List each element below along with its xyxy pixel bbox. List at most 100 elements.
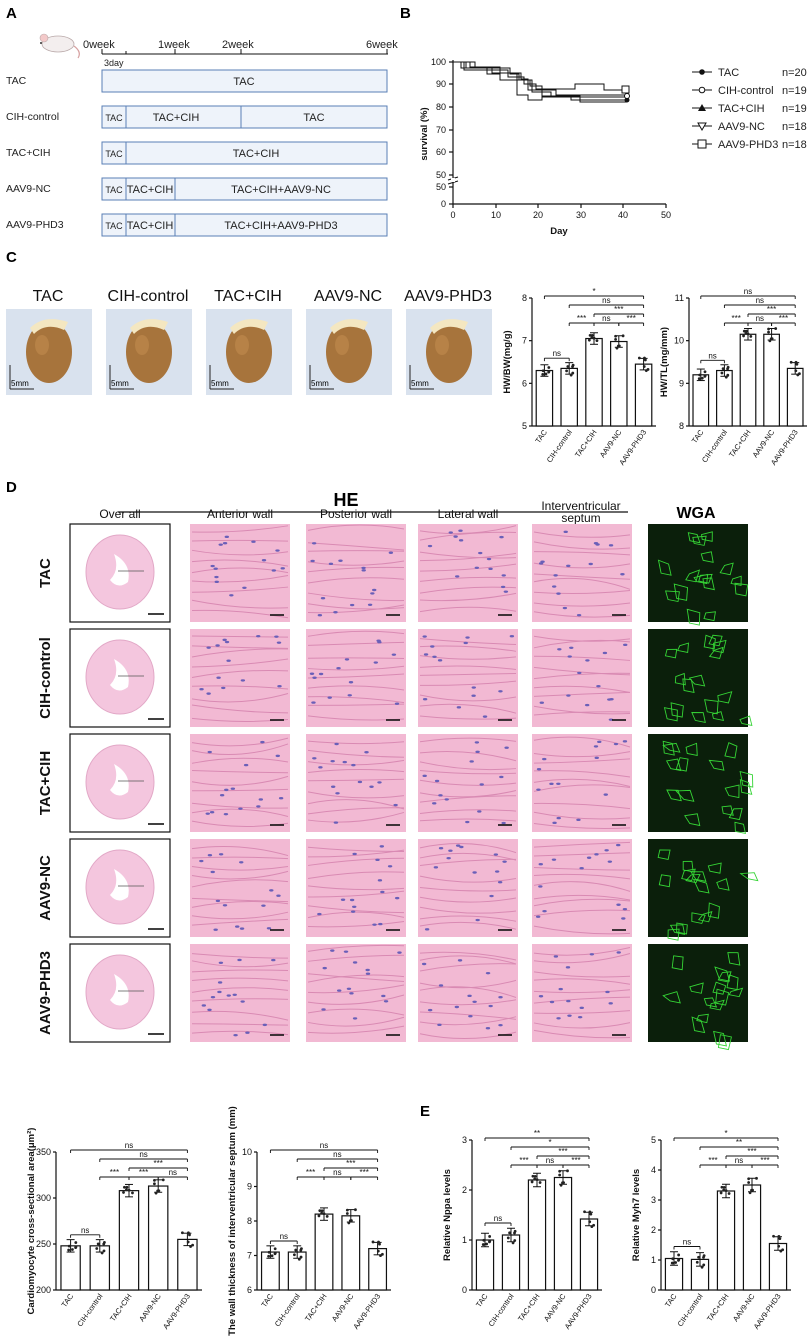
y-tick-label: 300	[36, 1193, 51, 1203]
x-tick-label: AAV9-PHD3	[161, 1292, 192, 1331]
data-point	[188, 1233, 191, 1237]
legend-name: TAC	[718, 67, 739, 79]
data-point	[157, 1189, 161, 1193]
he-tile	[190, 839, 290, 937]
data-point	[789, 360, 793, 364]
y-tick-label: 250	[36, 1239, 51, 1249]
data-point	[777, 1244, 781, 1248]
row-label: AAV9-NC	[37, 855, 54, 921]
bar	[118, 1190, 140, 1291]
data-point	[670, 1261, 674, 1265]
significance-label: **	[736, 1138, 742, 1147]
chart-septum-thickness: 6 7 8 9 10 The wall thickness of interventric…	[227, 1106, 391, 1336]
x-tick-label: TAC	[690, 428, 706, 445]
data-point	[700, 1265, 704, 1269]
y-tick-label: 9	[679, 378, 684, 388]
data-point	[587, 338, 591, 342]
week-2-label: 2week	[222, 39, 254, 51]
data-point	[565, 369, 568, 373]
data-point	[751, 1188, 754, 1192]
legend-name: AAV9-NC	[718, 121, 765, 133]
y-tick-label: 5	[651, 1135, 656, 1145]
y-axis-label: HW/TL(mg/mm)	[659, 327, 670, 397]
data-point	[702, 1255, 705, 1259]
y-tick-label: 11	[675, 293, 684, 303]
data-point	[566, 365, 570, 368]
panel-label-e: E	[420, 1103, 430, 1120]
y-tick-label: 350	[36, 1147, 51, 1157]
timeline-row-tac: TAC TAC	[6, 69, 388, 93]
data-point	[191, 1243, 195, 1247]
he-tile	[306, 944, 406, 1042]
x-tick-label: TAC	[259, 1292, 275, 1309]
y-tick-label: 4	[651, 1165, 656, 1175]
significance-label: ***	[360, 1168, 369, 1177]
segment-label: TAC	[303, 112, 324, 124]
y-tick: 90	[436, 79, 446, 89]
data-point	[614, 337, 617, 341]
bar	[475, 1239, 495, 1291]
he-tile	[532, 629, 632, 727]
data-point	[95, 1247, 99, 1250]
data-point	[588, 1210, 592, 1214]
data-point	[131, 1191, 134, 1195]
x-tick-label: AAV9-PHD3	[351, 1292, 382, 1331]
significance-label: ***	[519, 1156, 528, 1165]
data-point	[755, 1176, 758, 1180]
significance-label: ns	[756, 296, 764, 305]
wga-tile	[648, 524, 749, 626]
y-axis-label: Relative Myh7 levels	[631, 1169, 642, 1261]
y-axis-label: survival (%)	[419, 107, 430, 160]
data-point	[320, 1211, 324, 1215]
y-tick-label: 6	[247, 1285, 252, 1295]
data-point	[702, 1263, 706, 1267]
data-point	[637, 356, 641, 360]
data-point	[267, 1250, 271, 1254]
y-axis-label: Relative Nppa levels	[442, 1169, 453, 1261]
data-point	[538, 1181, 542, 1184]
overall-section	[69, 628, 171, 728]
bar	[585, 337, 603, 427]
data-point	[125, 1185, 129, 1189]
segment-label: TAC+CIH	[127, 220, 174, 232]
he-tile	[190, 524, 290, 622]
histology-grid: Over all Anterior wall Posterior wall Later…	[37, 499, 759, 1051]
data-point	[354, 1208, 357, 1212]
bar	[716, 369, 733, 427]
segment-label: TAC+CIH+AAV9-PHD3	[224, 220, 337, 232]
data-point	[533, 1174, 537, 1178]
legend-item-cih-control: CIH-control n=19	[692, 85, 807, 97]
y-tick-label: 2	[651, 1225, 656, 1235]
bar	[527, 1179, 547, 1291]
legend-item-tac: TAC n=20	[692, 67, 807, 79]
data-point	[153, 1182, 156, 1186]
day-3-label: 3day	[104, 58, 124, 68]
significance-label: ns	[756, 314, 764, 323]
data-point	[273, 1251, 277, 1255]
he-tile	[418, 734, 518, 832]
significance-label: ***	[627, 314, 636, 323]
scale-label: 5mm	[11, 379, 29, 388]
data-point	[488, 1239, 492, 1243]
x-tick-label: TAC	[474, 1292, 490, 1309]
chart-hw-tl: 891011HW/TL(mg/mm)TACCIH-controlTAC+CIHA…	[659, 287, 807, 467]
significance-label: ns	[602, 296, 610, 305]
y-axis-label: Cardiomyocyte cross-sectional area(μm²)	[26, 1128, 37, 1315]
significance-label: ***	[760, 1156, 769, 1165]
data-point	[292, 1253, 296, 1257]
panel-label-d: D	[6, 479, 17, 496]
he-tile	[306, 629, 406, 727]
x-tick-label: AAV9-NC	[598, 428, 624, 460]
panel-label-c: C	[6, 249, 17, 266]
data-point	[595, 339, 599, 343]
heart-photo-3: AAV9-NC 5mm	[306, 288, 392, 395]
data-point	[721, 367, 725, 371]
scale-label: 5mm	[411, 379, 429, 388]
wga-tile	[648, 839, 759, 941]
data-point	[541, 373, 545, 376]
week-6-label: 6week	[366, 39, 398, 51]
legend-n: n=18	[782, 139, 807, 151]
bar	[692, 374, 710, 427]
y-axis-label: The wall thickness of interventricular s…	[227, 1106, 238, 1336]
